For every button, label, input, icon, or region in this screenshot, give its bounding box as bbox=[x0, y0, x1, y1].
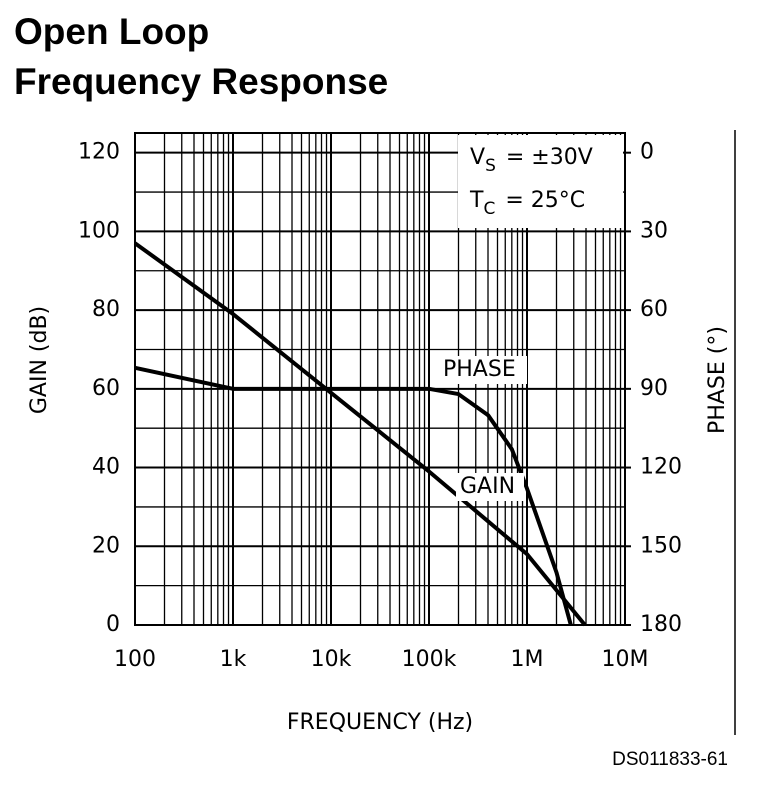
footnote: DS011833-61 bbox=[612, 749, 728, 770]
x-tick-label: 1M bbox=[511, 647, 544, 672]
series-label-bg bbox=[456, 473, 524, 501]
annotation-rest: = ±30V bbox=[506, 145, 593, 170]
y-tick-label: 40 bbox=[92, 455, 120, 480]
plot-frame bbox=[134, 132, 626, 626]
y-tick-label: 0 bbox=[106, 612, 120, 637]
annotation: TC = 25°C bbox=[469, 188, 585, 219]
y2-tick-label: 60 bbox=[640, 297, 668, 322]
x-tick-label: 10M bbox=[602, 647, 649, 672]
series-label-bg bbox=[439, 356, 527, 384]
annotation-box bbox=[458, 135, 623, 228]
chart-title: Open Loop bbox=[14, 11, 209, 52]
y2-tick-label: 90 bbox=[640, 376, 668, 401]
annotation-sub: C bbox=[483, 199, 495, 219]
annotation-main: T bbox=[469, 188, 484, 213]
y-tick-label: 100 bbox=[78, 218, 120, 243]
series-label: GAIN bbox=[460, 474, 515, 499]
series-label: PHASE bbox=[443, 357, 516, 382]
x-tick-label: 1k bbox=[220, 647, 247, 672]
series-line bbox=[134, 365, 573, 626]
annotation-main: V bbox=[470, 145, 485, 170]
x-tick-label: 100k bbox=[402, 647, 457, 672]
y2-tick-label: 120 bbox=[640, 455, 682, 480]
annotation-rest: = 25°C bbox=[505, 188, 585, 213]
y-axis-label: GAIN (dB) bbox=[27, 306, 52, 414]
overlay: VS = ±30V TC = 25°C GAIN PHASE bbox=[439, 135, 623, 501]
annotation-sub: S bbox=[485, 156, 496, 176]
grid: 100 1k 10k 100k 1M 10M 0 20 40 60 80 100 120 0 30 60 90 1… bbox=[78, 132, 682, 672]
y-tick-label: 20 bbox=[92, 533, 120, 558]
y2-tick-label: 150 bbox=[640, 533, 682, 558]
series-line bbox=[133, 241, 587, 627]
annotation: VS = ±30V bbox=[470, 145, 593, 176]
lines bbox=[133, 241, 587, 627]
y-tick-label: 120 bbox=[78, 140, 120, 165]
x-axis-label: FREQUENCY (Hz) bbox=[287, 710, 473, 735]
y2-axis-label: PHASE (°) bbox=[705, 326, 730, 434]
y2-tick-label: 180 bbox=[640, 612, 682, 637]
y2-tick-label: 30 bbox=[640, 218, 668, 243]
y-tick-label: 80 bbox=[92, 297, 120, 322]
y2-tick-label: 0 bbox=[640, 140, 654, 165]
x-tick-label: 100 bbox=[114, 647, 156, 672]
chart-title: Frequency Response bbox=[14, 61, 388, 102]
y-tick-label: 60 bbox=[92, 376, 120, 401]
x-tick-label: 10k bbox=[311, 647, 352, 672]
